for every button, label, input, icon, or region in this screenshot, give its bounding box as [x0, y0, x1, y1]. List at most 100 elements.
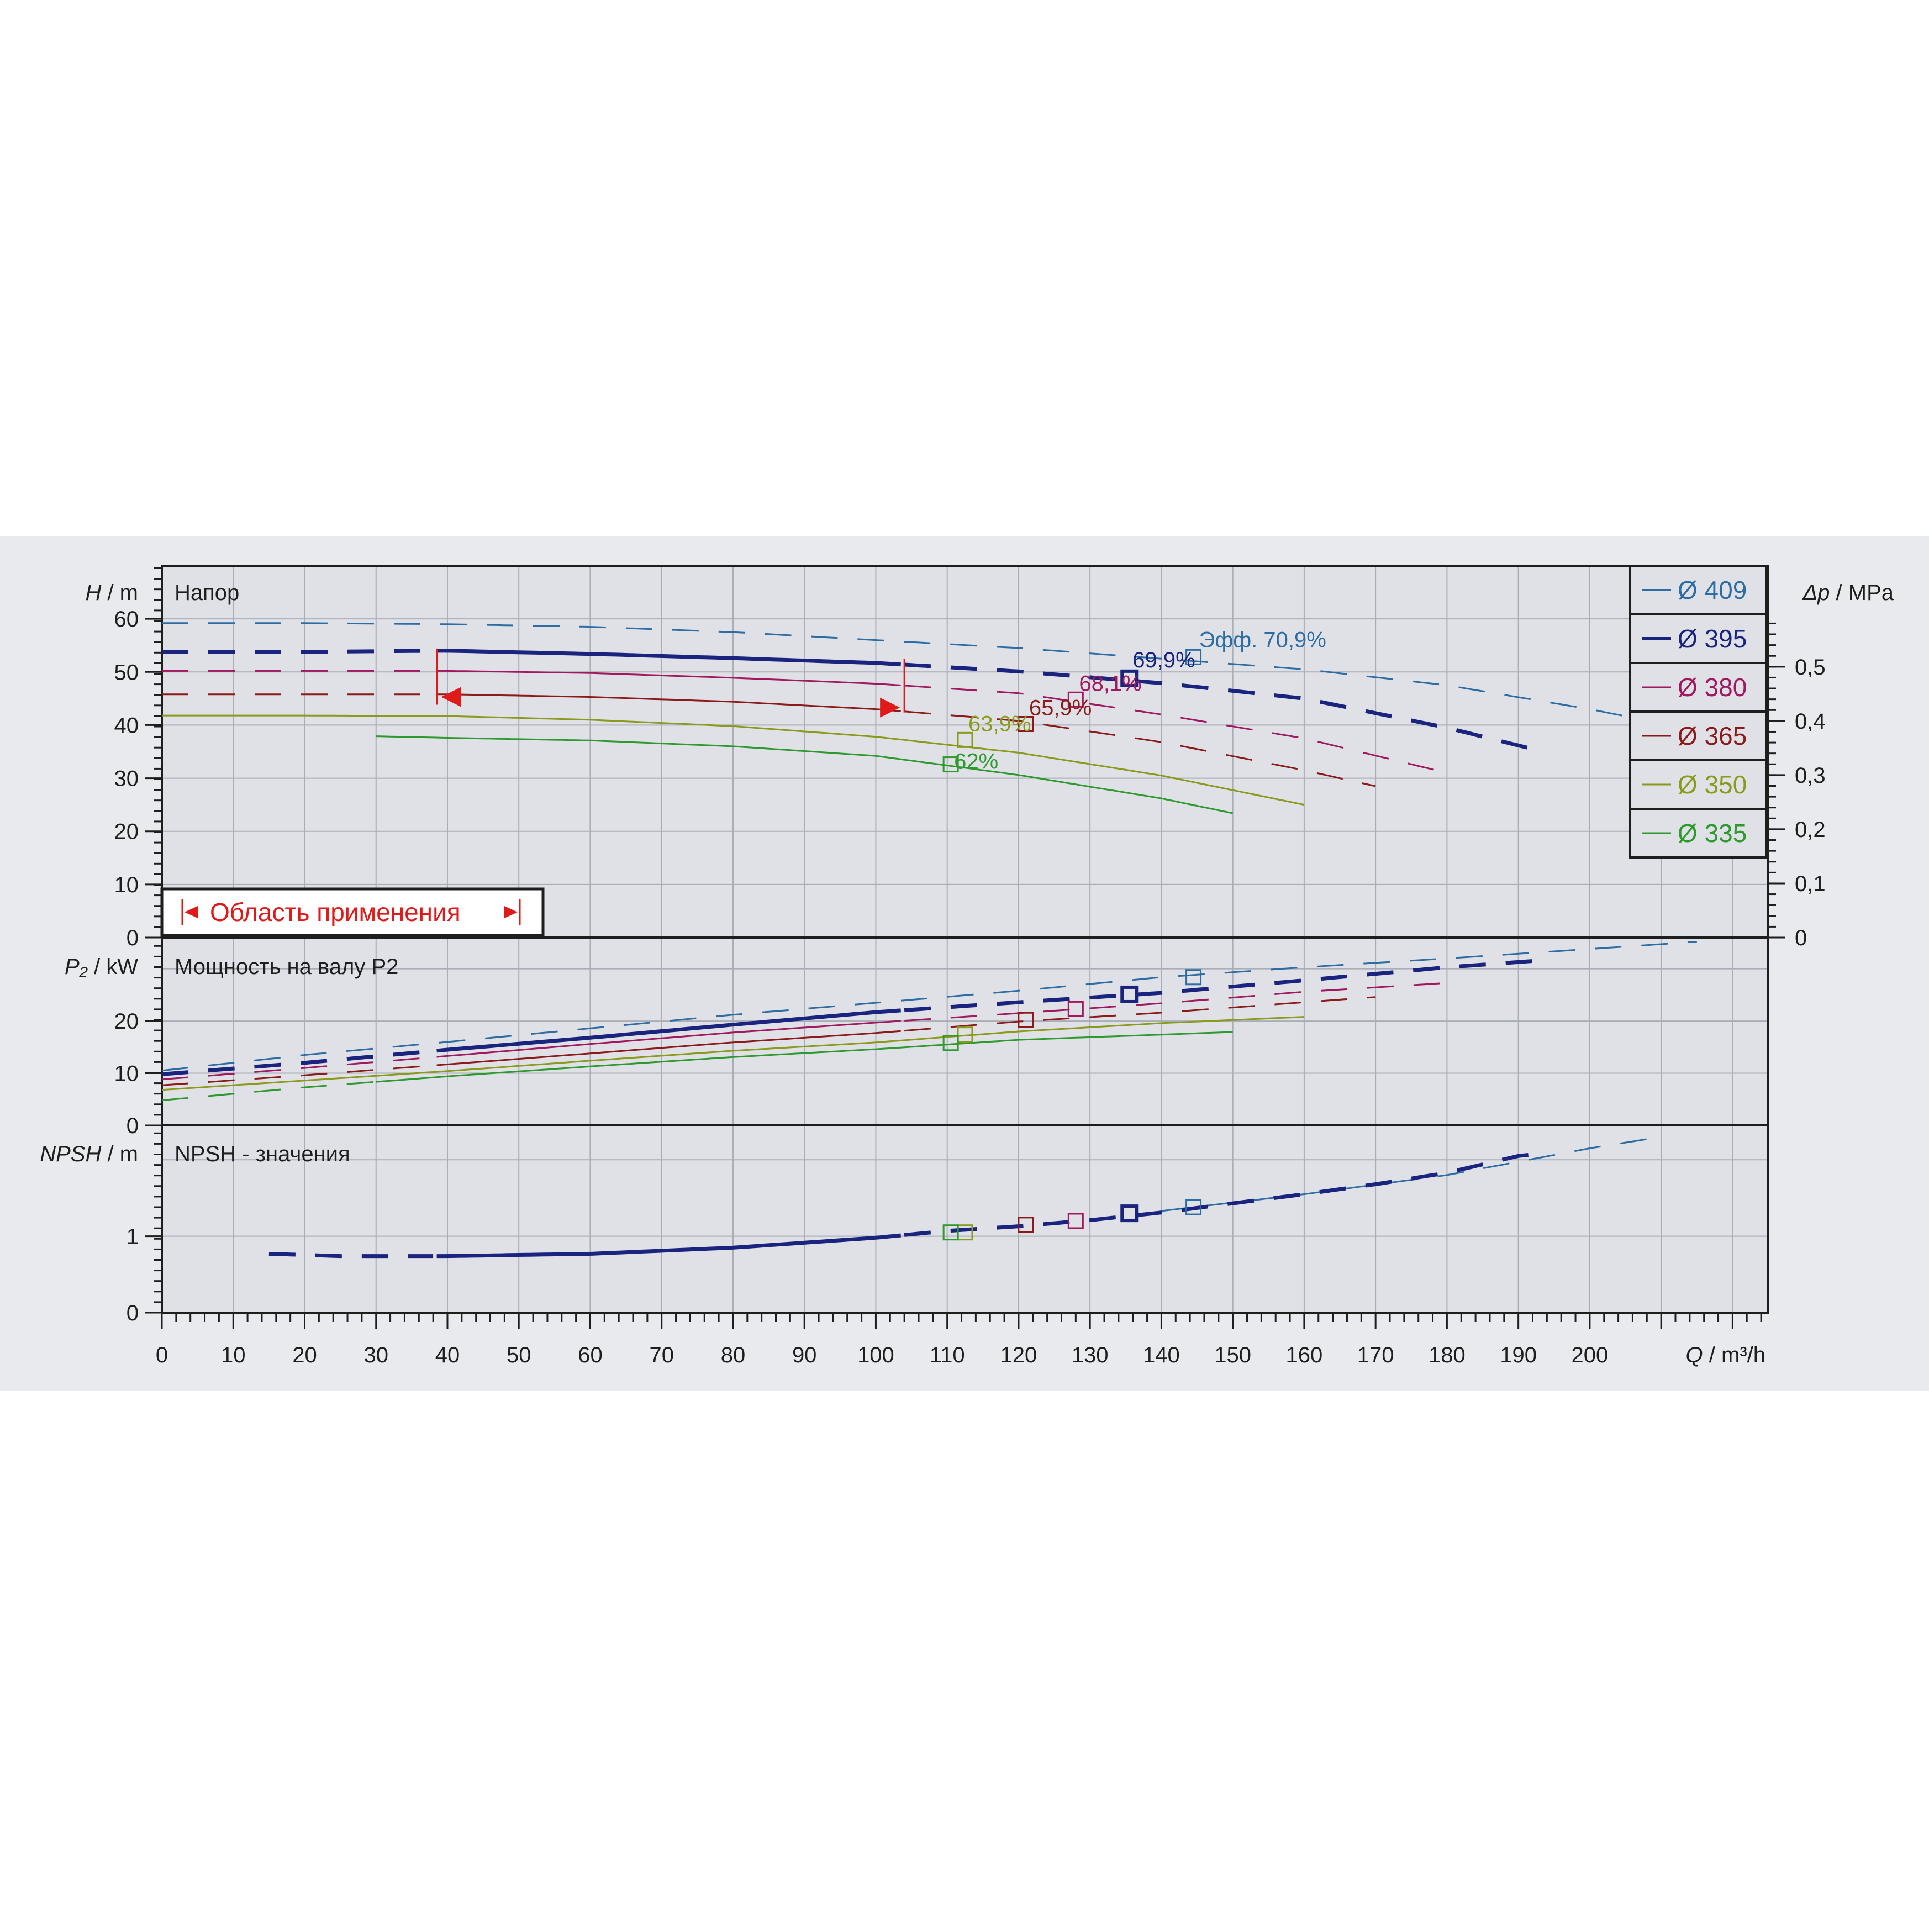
series-line-dashed: [904, 1152, 1533, 1237]
frame-layer: [145, 565, 1785, 1329]
legend-label: Ø 395: [1678, 624, 1747, 653]
right-tick-label: 0,4: [1795, 709, 1826, 734]
series-line-solid: [376, 735, 1234, 814]
bep-marker: [942, 1224, 959, 1241]
x-tick-label: 120: [1000, 1343, 1037, 1367]
grid-layer: [162, 566, 1768, 1313]
legend-label: Ø 350: [1678, 770, 1747, 799]
y-tick-label: 10: [114, 1062, 139, 1086]
efficiency-label: 65,9%: [1029, 696, 1092, 720]
bep-marker: [1185, 649, 1202, 665]
legend-label: Ø 380: [1678, 673, 1747, 702]
x-tick-label: 60: [578, 1343, 603, 1367]
head-panel-title: Напор: [175, 581, 239, 605]
legend-label: Ø 335: [1678, 819, 1747, 847]
efficiency-label: 62%: [954, 750, 998, 774]
series-line-solid: [436, 693, 901, 712]
x-tick-label: 100: [857, 1343, 894, 1367]
series-layer: [161, 622, 1698, 1259]
plot-area-background: [162, 566, 1768, 1313]
x-tick-label: 190: [1500, 1343, 1537, 1367]
bep-marker: [1185, 1199, 1202, 1215]
x-tick-label: 20: [292, 1343, 317, 1367]
x-tick-label: 80: [721, 1343, 746, 1367]
legend-row: [1629, 613, 1767, 664]
bep-marker: [1067, 691, 1084, 708]
y-tick-label: 60: [114, 607, 139, 631]
bep-marker: [942, 756, 959, 773]
bep-marker: [957, 731, 973, 748]
right-tick-label: 0: [1795, 926, 1807, 950]
right-tick-label: 0,2: [1795, 818, 1826, 842]
series-line-solid: [436, 1233, 902, 1259]
bep-marker: [1120, 669, 1139, 687]
series-line-solid: [436, 1020, 901, 1058]
series-line-solid: [162, 714, 1305, 806]
bep-marker: [1067, 1213, 1084, 1229]
efficiency-label: 63,9%: [968, 712, 1031, 736]
bep-marker: [1018, 716, 1034, 733]
power-panel-title: Мощность на валу P2: [175, 955, 398, 979]
x-tick-label: 180: [1429, 1343, 1466, 1367]
application-range-box: [160, 887, 545, 937]
legend-label: Ø 365: [1678, 722, 1747, 750]
x-tick-label: 160: [1286, 1343, 1323, 1367]
x-tick-label: 110: [930, 1343, 965, 1367]
application-range-box-right-arrow: [504, 906, 518, 918]
bep-marker: [1120, 985, 1139, 1003]
plot-frame: [161, 565, 1769, 1314]
bep-marker: [1120, 1204, 1139, 1223]
x-tick-label: 40: [435, 1343, 460, 1367]
series-line-solid: [436, 1030, 901, 1066]
right-tick-label: 0,1: [1795, 872, 1826, 896]
x-axis-label: Q / m³/h: [1686, 1343, 1765, 1367]
y-tick-label: 0: [127, 926, 139, 950]
x-tick-label: 140: [1143, 1343, 1180, 1367]
npsh-panel-title: NPSH - значения: [175, 1142, 350, 1166]
bep-marker: [1018, 1012, 1034, 1028]
series-line-solid: [376, 1031, 1233, 1083]
series-line-solid: [161, 1016, 1304, 1091]
x-tick-label: 150: [1214, 1343, 1251, 1367]
y-tick-label: 20: [114, 820, 139, 844]
series-line-dashed: [161, 941, 1697, 1072]
efficiency-label: Эфф. 70,9%: [1199, 628, 1326, 652]
bep-marker: [957, 1026, 973, 1043]
npsh-axis-label: NPSH / m: [40, 1142, 138, 1166]
y-tick-label: 0: [127, 1114, 139, 1138]
x-tick-label: 30: [363, 1343, 388, 1367]
right-axis-label: Δp / MPa: [1802, 581, 1894, 605]
x-tick-label: 10: [221, 1343, 246, 1367]
x-tick-label: 50: [507, 1343, 531, 1367]
x-tick-label: 200: [1572, 1343, 1609, 1367]
y-tick-label: 1: [127, 1225, 139, 1249]
legend-label: Ø 409: [1678, 576, 1747, 604]
application-range-right-arrow: [880, 697, 900, 718]
series-line-dashed: [1161, 1136, 1662, 1212]
y-tick-label: 20: [114, 1009, 139, 1034]
efficiency-label: 68,1%: [1079, 671, 1141, 696]
series-line-dashed: [904, 710, 1376, 787]
series-line-solid: [436, 1008, 901, 1053]
series-line-solid: [436, 670, 901, 686]
y-tick-label: 40: [114, 713, 139, 738]
bep-marker: [942, 1035, 959, 1051]
series-line-dashed: [904, 959, 1533, 1012]
x-tick-label: 130: [1072, 1343, 1109, 1367]
series-line-dashed: [904, 662, 1533, 751]
application-range-box-left-arrow: [185, 906, 198, 918]
y-tick-label: 50: [114, 660, 139, 685]
y-tick-label: 10: [114, 873, 139, 897]
series-line-dashed: [904, 996, 1376, 1032]
bep-marker: [1185, 969, 1202, 986]
series-line-dashed: [161, 1081, 376, 1102]
x-tick-label: 90: [792, 1343, 817, 1367]
x-tick-label: 70: [649, 1343, 674, 1367]
application-range-left-arrow: [441, 687, 461, 707]
efficiency-label: 69,9%: [1132, 648, 1195, 672]
series-line-solid: [436, 649, 901, 667]
application-range-label: Область применения: [210, 898, 461, 926]
